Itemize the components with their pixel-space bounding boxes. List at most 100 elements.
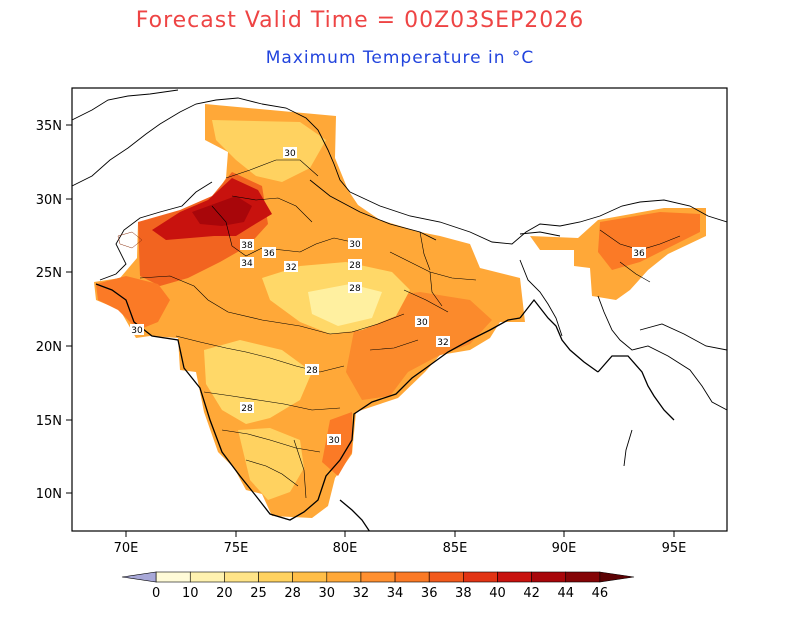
border-bhutan: [519, 231, 561, 237]
india-coastline: [95, 283, 521, 521]
colorbar-label: 32: [353, 586, 370, 601]
svg-text:30: 30: [131, 326, 143, 336]
colorbar-label: 30: [319, 586, 336, 601]
svg-text:30: 30: [328, 436, 340, 446]
colorbar-swatch: [258, 571, 293, 583]
contour-label: 30: [415, 316, 429, 328]
colorbar-swatch: [565, 571, 601, 583]
colorbar-swatch: [155, 571, 191, 583]
colorbar-label: 42: [523, 586, 540, 601]
colorbar-swatch: [360, 571, 396, 583]
colorbar-swatch: [292, 571, 328, 583]
svg-text:36: 36: [633, 249, 645, 259]
lat-label-35n: 35N: [36, 119, 62, 134]
lon-label-70e: 70E: [114, 541, 139, 556]
svg-text:34: 34: [241, 259, 253, 269]
contour-label: 36: [262, 247, 276, 259]
lon-label-80e: 80E: [333, 541, 358, 556]
state-lines-east: [369, 231, 477, 351]
svg-text:30: 30: [349, 240, 361, 250]
svg-text:32: 32: [285, 263, 296, 273]
contour-label: 36: [632, 247, 646, 259]
temperature-field: [94, 104, 706, 518]
colorbar-swatch: [394, 571, 430, 583]
border-bangladesh: [519, 259, 563, 337]
lat-label-30n: 30N: [36, 193, 62, 208]
colorbar-label: 0: [152, 586, 160, 601]
field-cool-deccan: [204, 340, 312, 424]
colorbar-swatch: [531, 571, 567, 583]
contour-label: 38: [240, 239, 254, 251]
colorbar-swatch: [428, 571, 464, 583]
border-nepal: [309, 179, 437, 241]
colorbar-swatch: [189, 571, 225, 583]
border-myanmar: [597, 295, 727, 411]
contour-label: 30: [130, 324, 144, 336]
lat-label-25n: 25N: [36, 266, 62, 281]
colorbar-label: 28: [284, 586, 301, 601]
svg-text:38: 38: [241, 241, 253, 251]
colorbar-swatch: [463, 571, 498, 583]
lat-label-20n: 20N: [36, 340, 62, 355]
contour-label: 28: [348, 282, 362, 294]
srilanka-outline: [339, 499, 371, 531]
colorbar-label: 44: [557, 586, 574, 601]
svg-text:36: 36: [263, 249, 275, 259]
colorbar-label: 20: [216, 586, 233, 601]
svg-text:32: 32: [437, 338, 448, 348]
svg-text:28: 28: [349, 261, 361, 271]
svg-text:28: 28: [349, 284, 361, 294]
contour-label: 34: [240, 257, 254, 269]
field-very-hot-center: [192, 196, 252, 226]
border-thailand: [623, 429, 633, 467]
colorbar-label: 36: [421, 586, 438, 601]
contour-label: 30: [283, 147, 297, 159]
contour-label: 32: [284, 261, 298, 273]
colorbar-swatch: [497, 571, 532, 583]
contour-label: 30: [348, 238, 362, 250]
svg-text:30: 30: [416, 318, 428, 328]
colorbar-label: 10: [182, 586, 199, 601]
field-hot-gujarat: [96, 276, 170, 330]
lon-label-95e: 95E: [662, 541, 687, 556]
border-china: [349, 191, 727, 245]
field-cool-south: [238, 428, 304, 500]
border-afghanistan: [72, 89, 179, 121]
contour-label: 32: [436, 336, 450, 348]
myanmar-coast: [597, 355, 675, 421]
lat-label-10n: 10N: [36, 487, 62, 502]
bay-of-bengal-coast: [519, 298, 599, 373]
border-pak: [72, 97, 263, 187]
border-north: [261, 103, 351, 193]
lon-label-75e: 75E: [224, 541, 249, 556]
colorbar-label: 40: [489, 586, 506, 601]
border-se-asia: [639, 323, 727, 351]
colorbar-arrow-high: [599, 571, 635, 583]
forecast-title: Forecast Valid Time = 00Z03SEP2026: [135, 8, 585, 33]
colorbar-label: 38: [455, 586, 472, 601]
colorbar-swatch: [326, 571, 362, 583]
lon-label-85e: 85E: [443, 541, 468, 556]
contour-line-a: [117, 231, 143, 249]
colorbar-swatch: [224, 571, 259, 583]
colorbar-label: 25: [250, 586, 267, 601]
contour-labels: 30 38 36 34 32 30 28 28 36 30 30 32 28 2…: [130, 147, 646, 446]
state-lines-south: [203, 391, 341, 499]
field-hot-ne: [598, 212, 700, 270]
svg-text:28: 28: [306, 366, 318, 376]
colorbar-arrow-low: [121, 571, 157, 583]
field-coolest-central: [308, 284, 382, 326]
lon-label-90e: 90E: [552, 541, 577, 556]
contour-label: 28: [240, 402, 254, 414]
coastlines: [95, 283, 675, 531]
colorbar-label: 34: [387, 586, 404, 601]
svg-text:28: 28: [241, 404, 253, 414]
contour-label: 30: [327, 434, 341, 446]
border-pak-india: [99, 181, 213, 281]
map-frame: [71, 87, 728, 532]
lat-ticks: [66, 124, 72, 494]
lat-label-15n: 15N: [36, 414, 62, 429]
colorbar-label: 46: [592, 586, 609, 601]
field-cool-himalaya: [212, 120, 326, 182]
